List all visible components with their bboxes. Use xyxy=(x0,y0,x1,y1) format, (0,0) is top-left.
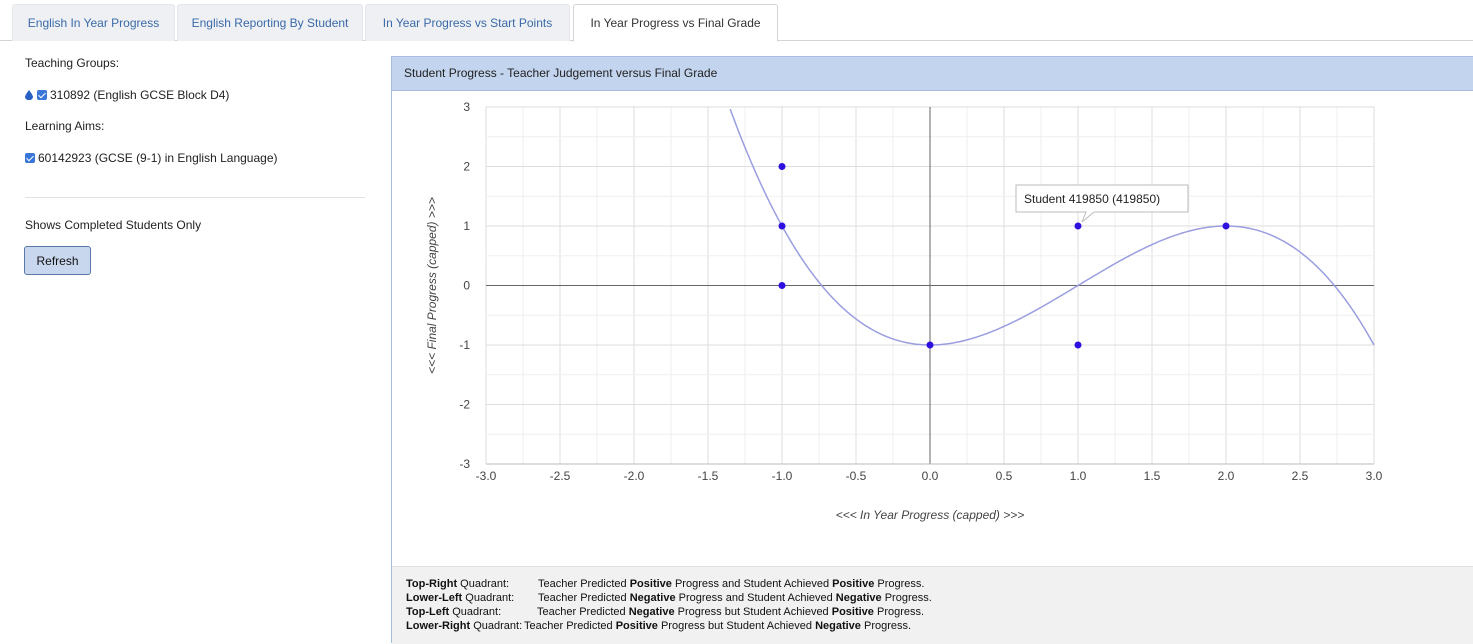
learning-aim-label: 60142923 (GCSE (9-1) in English Language… xyxy=(38,151,278,165)
data-point[interactable] xyxy=(1222,222,1230,230)
teaching-groups-label: Teaching Groups: xyxy=(25,56,120,70)
y-tick-label: 2 xyxy=(463,160,470,174)
y-tick-label: 3 xyxy=(463,100,470,114)
learning-aims-label: Learning Aims: xyxy=(25,119,105,133)
tab-english-in-year-progress[interactable]: English In Year Progress xyxy=(12,4,175,41)
data-point[interactable] xyxy=(778,163,786,170)
data-point[interactable] xyxy=(926,341,934,349)
tab-bar: English In Year Progress English Reporti… xyxy=(0,0,1473,42)
teaching-group-checkbox[interactable] xyxy=(37,90,47,100)
filter-panel: Teaching Groups: 310892 (English GCSE Bl… xyxy=(0,41,380,643)
x-tick-label: -0.5 xyxy=(846,469,867,483)
tooltip: Student 419850 (419850) xyxy=(1015,184,1189,223)
x-tick-label: 0.5 xyxy=(996,469,1013,483)
legend-row-lower-left: Lower-Left Quadrant: Teacher Predicted N… xyxy=(406,592,932,604)
data-point[interactable] xyxy=(778,282,786,289)
x-tick-label: 1.0 xyxy=(1070,469,1087,483)
x-tick-label: -2.5 xyxy=(550,469,571,483)
learning-aim-checkbox[interactable] xyxy=(25,153,35,163)
tab-in-year-progress-vs-start-points[interactable]: In Year Progress vs Start Points xyxy=(365,4,570,41)
data-point[interactable] xyxy=(778,222,786,230)
y-tick-label: 1 xyxy=(463,219,470,233)
x-tick-label: -1.5 xyxy=(698,469,719,483)
panel-title: Student Progress - Teacher Judgement ver… xyxy=(392,57,1473,91)
scatter-chart: -3.0 -2.5 -2.0 -1.5 -1.0 -0.5 0.0 0.5 1.0 1.5 2.0 2… xyxy=(425,100,1383,522)
x-tick-label: 0.0 xyxy=(922,469,939,483)
legend-row-top-right: Top-Right Quadrant: Teacher Predicted Po… xyxy=(406,578,925,590)
learning-aim-row: 60142923 (GCSE (9-1) in English Language… xyxy=(25,151,277,165)
y-tick-label: -2 xyxy=(459,398,470,412)
y-axis-label: <<< Final Progress (capped) >>> xyxy=(425,197,439,374)
x-tick-label: 2.5 xyxy=(1292,469,1309,483)
data-point[interactable] xyxy=(1074,341,1082,349)
legend-row-top-left: Top-Left Quadrant: Teacher Predicted Neg… xyxy=(406,606,925,618)
completed-students-note: Shows Completed Students Only xyxy=(25,218,202,232)
y-tick-label: -3 xyxy=(459,457,470,471)
trend-line xyxy=(729,108,1375,346)
quadrant-legend: Top-Right Quadrant: Teacher Predicted Po… xyxy=(392,566,1473,644)
drop-icon xyxy=(25,90,33,100)
data-point[interactable] xyxy=(1074,222,1082,230)
x-tick-label: 1.5 xyxy=(1144,469,1161,483)
legend-row-lower-right: Lower-Right Quadrant: Teacher Predicted … xyxy=(406,620,912,632)
tooltip-text: Student 419850 (419850) xyxy=(1024,192,1160,206)
x-tick-label: -2.0 xyxy=(624,469,645,483)
x-tick-label: 2.0 xyxy=(1218,469,1235,483)
x-axis-label: <<< In Year Progress (capped) >>> xyxy=(836,508,1025,522)
x-tick-label: -1.0 xyxy=(772,469,793,483)
divider xyxy=(25,197,365,198)
tab-english-reporting-by-student[interactable]: English Reporting By Student xyxy=(177,4,363,41)
teaching-group-label: 310892 (English GCSE Block D4) xyxy=(50,88,230,102)
chart-panel: Student Progress - Teacher Judgement ver… xyxy=(391,56,1473,644)
x-tick-label: -3.0 xyxy=(476,469,497,483)
teaching-group-row: 310892 (English GCSE Block D4) xyxy=(25,88,229,102)
y-tick-label: 0 xyxy=(463,279,470,293)
tab-in-year-progress-vs-final-grade[interactable]: In Year Progress vs Final Grade xyxy=(573,4,778,42)
refresh-button[interactable]: Refresh xyxy=(24,246,91,275)
y-tick-label: -1 xyxy=(459,338,470,352)
x-tick-label: 3.0 xyxy=(1366,469,1383,483)
